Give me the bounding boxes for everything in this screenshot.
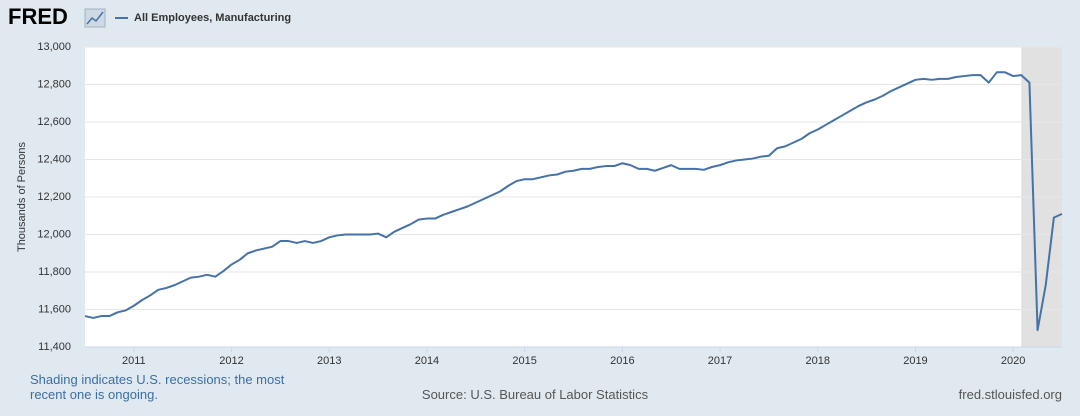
x-tick-label: 2019 [903,355,927,367]
y-tick-label: 12,000 [37,228,71,240]
logo-icon [84,8,106,28]
y-tick-label: 11,800 [38,266,71,278]
x-tick-label: 2018 [806,355,830,367]
x-tick-label: 2020 [1001,355,1025,367]
legend-label: All Employees, Manufacturing [134,12,291,24]
y-tick-label: 12,400 [37,153,71,165]
y-tick-label: 11,600 [38,303,71,315]
y-tick-label: 12,200 [37,191,71,203]
recession-note: Shading indicates U.S. recessions; the m… [30,372,285,402]
y-tick-label: 13,000 [37,41,71,53]
y-tick-label: 12,800 [37,78,71,90]
x-tick-label: 2017 [708,355,732,367]
x-tick-label: 2012 [219,355,243,367]
source: Source: U.S. Bureau of Labor Statistics [421,387,649,402]
y-axis-label: Thousands of Persons [16,141,28,252]
x-tick-label: 2016 [610,355,634,367]
x-tick-label: 2015 [512,355,536,367]
series-line [84,71,1063,332]
y-tick-label: 11,400 [38,341,71,353]
x-tick-label: 2011 [122,355,146,367]
logo: FRED [8,4,68,29]
x-tick-label: 2013 [317,355,341,367]
y-tick-label: 12,600 [37,116,71,128]
x-tick-label: 2014 [415,355,439,367]
site: fred.stlouisfed.org [958,387,1062,402]
